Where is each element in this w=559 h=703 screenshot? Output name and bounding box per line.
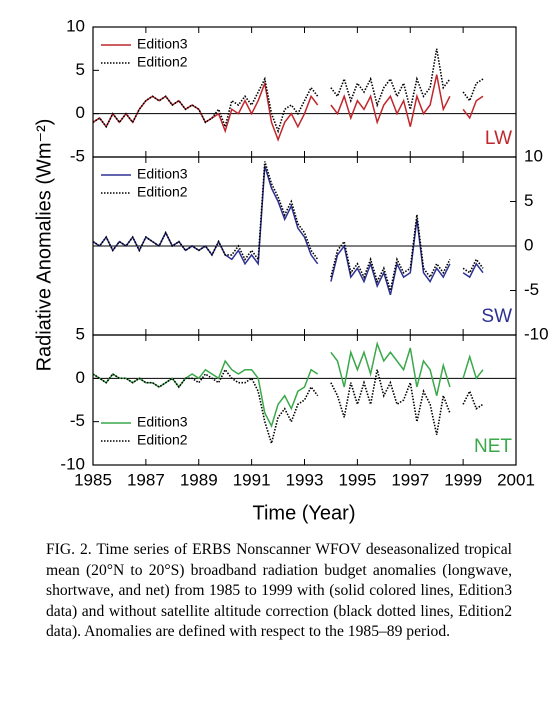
x-tick-label: 2001 <box>497 470 535 489</box>
y-tick-label: 10 <box>66 16 85 35</box>
series-line <box>92 161 484 291</box>
y-tick-label: 0 <box>76 103 85 122</box>
y-tick-label: -5 <box>70 146 85 165</box>
x-tick-label: 1989 <box>180 470 218 489</box>
y-axis-title: Radiative Anomalies (Wm⁻²) <box>33 119 55 372</box>
y-tick-label: -10 <box>60 454 85 473</box>
legend-label: Edition2 <box>137 432 188 448</box>
x-tick-label: 1999 <box>444 470 482 489</box>
x-tick-label: 1987 <box>127 470 165 489</box>
y-tick-label: 5 <box>76 60 85 79</box>
y-tick-label: 5 <box>524 191 533 210</box>
legend-label: Edition3 <box>137 36 188 52</box>
series-line <box>92 341 484 428</box>
legend-label: Edition3 <box>137 414 188 430</box>
x-axis-title: Time (Year) <box>253 502 356 524</box>
legend-label: Edition2 <box>137 184 188 200</box>
legend-label: Edition3 <box>137 166 188 182</box>
y-tick-label: -5 <box>70 411 85 430</box>
x-tick-label: 1997 <box>391 470 429 489</box>
x-tick-label: 1991 <box>233 470 271 489</box>
series-line <box>92 368 484 447</box>
panel-label: LW <box>485 128 512 149</box>
y-tick-label: -5 <box>524 280 539 299</box>
panel-label: NET <box>474 436 512 457</box>
y-tick-label: 10 <box>524 146 543 165</box>
caption: FIG. 2. Time series of ERBS Nonscanner W… <box>46 541 512 640</box>
panel-label: SW <box>481 306 512 327</box>
x-tick-label: 1993 <box>286 470 324 489</box>
y-tick-label: 0 <box>524 235 533 254</box>
y-tick-label: 5 <box>76 324 85 343</box>
x-tick-label: 1985 <box>74 470 112 489</box>
chart: Radiative Anomalies (Wm⁻²) Time (Year) -… <box>33 16 549 524</box>
series-line <box>92 48 484 134</box>
y-tick-label: 0 <box>76 368 85 387</box>
x-tick-label: 1995 <box>338 470 376 489</box>
legend-label: Edition2 <box>137 54 188 70</box>
y-tick-label: -10 <box>524 324 549 343</box>
